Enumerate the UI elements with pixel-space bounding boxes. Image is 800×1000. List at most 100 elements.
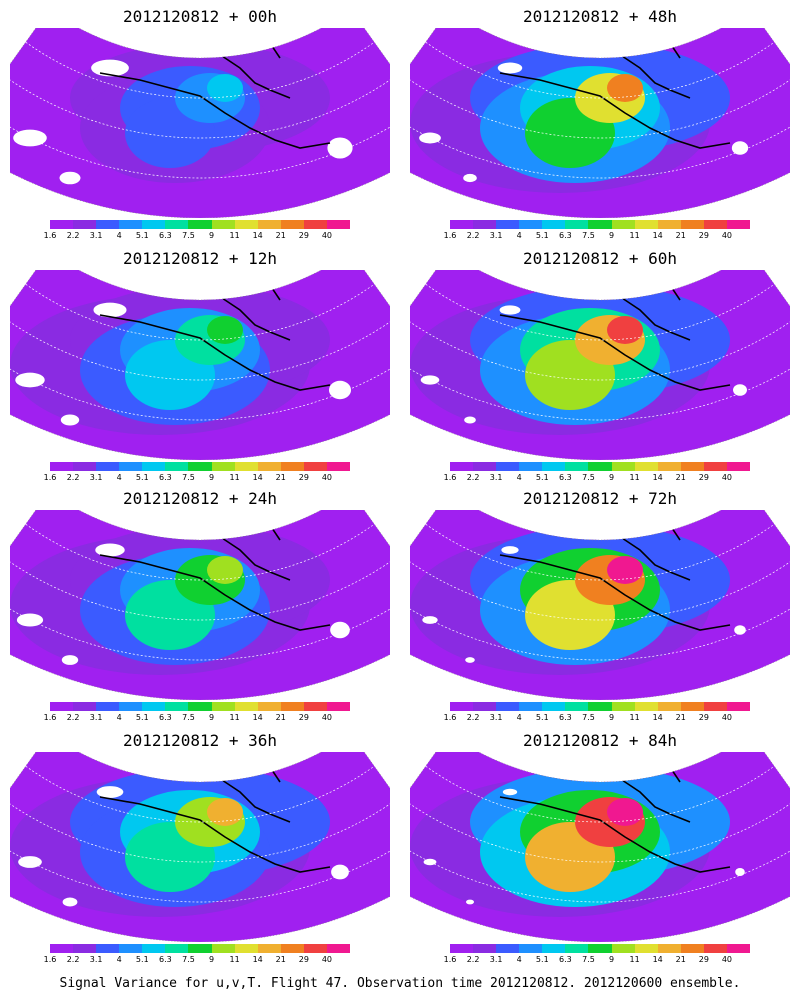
colorbar-cell (634, 220, 658, 229)
colorbar-label: 21 (675, 473, 686, 482)
colorbar-cell (50, 702, 74, 711)
colorbar-cell (211, 462, 235, 471)
colorbar-cell (50, 462, 74, 471)
colorbar-cell (303, 462, 327, 471)
colorbar-strip (50, 220, 351, 229)
colorbar-label: 4 (116, 713, 122, 722)
forecast-map (10, 270, 390, 460)
colorbar-label: 1.6 (43, 713, 57, 722)
colorbar-label: 14 (652, 955, 663, 964)
colorbar-cell (73, 702, 97, 711)
colorbar-label: 3.1 (89, 955, 103, 964)
colorbar-cell (657, 944, 681, 953)
colorbar-label: 3.1 (489, 713, 503, 722)
colorbar-label: 7.5 (182, 473, 195, 482)
colorbar-label: 1.6 (443, 955, 457, 964)
colorbar-label: 21 (675, 231, 686, 240)
colorbar-label: 2.2 (466, 231, 480, 240)
colorbar-label: 40 (321, 473, 333, 482)
colorbar-label: 14 (252, 713, 263, 722)
colorbar-label: 6.3 (159, 231, 172, 240)
colorbar-label: 40 (321, 713, 333, 722)
colorbar: 1.6 2.2 3.1 4 5.1 6.3 7.5 9 11 14 21 29 40 (444, 702, 751, 734)
colorbar-label: 11 (229, 231, 240, 240)
colorbar-cell (496, 702, 520, 711)
colorbar-label: 40 (721, 231, 733, 240)
colorbar-cell (657, 702, 681, 711)
colorbar-labels: 1.6 2.2 3.1 4 5.1 6.3 7.5 9 11 14 21 29 40 (444, 471, 750, 485)
colorbar-cell (450, 702, 474, 711)
colorbar-cell (726, 702, 751, 711)
colorbar: 1.6 2.2 3.1 4 5.1 6.3 7.5 9 11 14 21 29 40 (44, 944, 351, 976)
panel-title: 2012120812 + 24h (122, 489, 278, 508)
colorbar-labels: 1.6 2.2 3.1 4 5.1 6.3 7.5 9 11 14 21 29 40 (44, 953, 350, 967)
map-panel: 2012120812 + 72h 1.6 2.2 3.1 4 5.1 6.3 7.5 9 11 14… (410, 490, 790, 740)
colorbar-label: 40 (721, 713, 733, 722)
colorbar-cell (119, 944, 143, 953)
colorbar-label: 1.6 (43, 473, 57, 482)
forecast-map (10, 28, 390, 218)
colorbar-cell (142, 220, 166, 229)
panel-title: 2012120812 + 60h (522, 249, 678, 268)
colorbar-label: 6.3 (559, 231, 572, 240)
colorbar-label: 4 (516, 955, 522, 964)
colorbar-cell (565, 220, 589, 229)
colorbar-cell (142, 702, 166, 711)
colorbar-cell (188, 220, 212, 229)
colorbar-label: 6.3 (559, 955, 572, 964)
colorbar-label: 3.1 (489, 473, 503, 482)
colorbar-cell (703, 702, 727, 711)
colorbar-cell (611, 220, 635, 229)
colorbar-cell (611, 462, 635, 471)
colorbar-strip (450, 220, 751, 229)
colorbar-cell (142, 462, 166, 471)
colorbar-cell (326, 462, 351, 471)
colorbar-label: 7.5 (582, 955, 595, 964)
colorbar-label: 7.5 (182, 713, 195, 722)
colorbar-strip (450, 702, 751, 711)
colorbar-label: 9 (608, 713, 615, 722)
colorbar-label: 9 (208, 955, 215, 964)
colorbar-label: 6.3 (559, 473, 572, 482)
map-panel: 2012120812 + 36h 1.6 2.2 3.1 4 5.1 6.3 7.5 9 11 14… (10, 732, 390, 982)
colorbar-cell (234, 944, 258, 953)
colorbar-label: 4 (516, 473, 522, 482)
colorbar-label: 4 (516, 713, 522, 722)
map-panel: 2012120812 + 48h 1.6 2.2 3.1 4 5.1 6.3 7.5 9 11 14… (410, 8, 790, 258)
colorbar-cell (611, 702, 635, 711)
colorbar-label: 29 (298, 473, 309, 482)
colorbar-label: 29 (298, 713, 309, 722)
colorbar-label: 9 (208, 231, 215, 240)
colorbar-label: 29 (698, 231, 709, 240)
colorbar-label: 1.6 (43, 955, 57, 964)
colorbar-cell (165, 702, 189, 711)
panel-title: 2012120812 + 36h (122, 731, 278, 750)
colorbar-cell (657, 220, 681, 229)
colorbar-strip (50, 702, 351, 711)
colorbar-label: 1.6 (443, 713, 457, 722)
forecast-map (10, 752, 390, 942)
colorbar-cell (280, 702, 304, 711)
colorbar-cell (657, 462, 681, 471)
colorbar-strip (50, 944, 351, 953)
map-panel: 2012120812 + 12h 1.6 2.2 3.1 4 5.1 6.3 7.5 9 11 14… (10, 250, 390, 500)
colorbar-cell (450, 462, 474, 471)
colorbar-cell (96, 220, 120, 229)
colorbar-cell (519, 220, 543, 229)
colorbar-cell (119, 220, 143, 229)
colorbar-labels: 1.6 2.2 3.1 4 5.1 6.3 7.5 9 11 14 21 29 40 (44, 471, 350, 485)
colorbar-label: 6.3 (159, 713, 172, 722)
colorbar-label: 3.1 (89, 473, 103, 482)
colorbar-label: 40 (721, 473, 733, 482)
forecast-map (10, 510, 390, 700)
colorbar: 1.6 2.2 3.1 4 5.1 6.3 7.5 9 11 14 21 29 40 (444, 220, 751, 252)
colorbar-label: 6.3 (159, 955, 172, 964)
colorbar-cell (50, 944, 74, 953)
colorbar-label: 5.1 (135, 473, 149, 482)
colorbar-label: 3.1 (89, 231, 103, 240)
colorbar-label: 5.1 (535, 473, 549, 482)
colorbar-label: 6.3 (159, 473, 172, 482)
colorbar-label: 11 (229, 713, 240, 722)
colorbar-label: 21 (275, 473, 286, 482)
colorbar-label: 9 (208, 713, 215, 722)
